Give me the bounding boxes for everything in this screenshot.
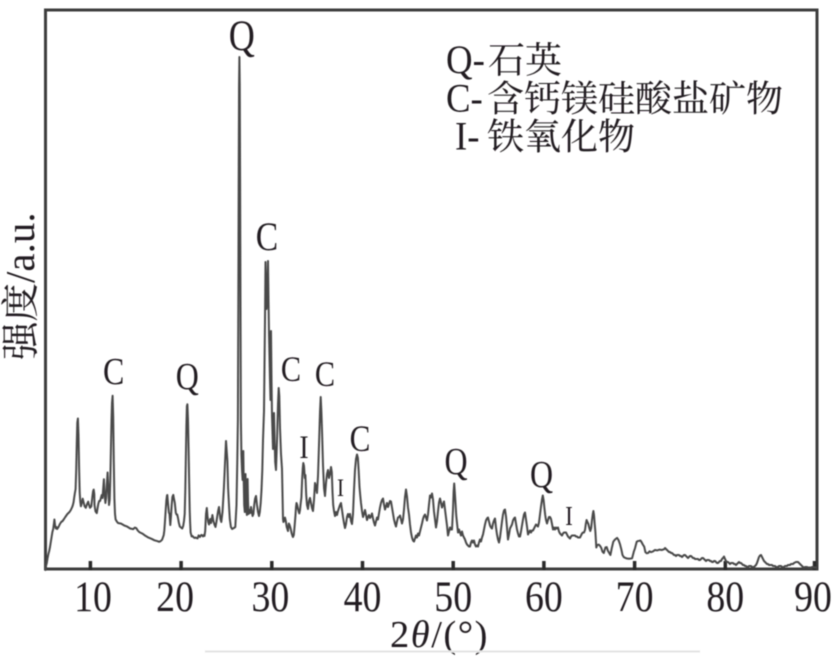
svg-text:Q: Q (530, 453, 553, 495)
svg-text:/a.u.: /a.u. (0, 212, 43, 283)
svg-text:90: 90 (794, 573, 832, 621)
svg-text:C: C (350, 420, 371, 460)
svg-text:C: C (315, 355, 335, 395)
svg-text:C: C (256, 214, 278, 258)
svg-text:70: 70 (616, 573, 654, 621)
svg-text:Q: Q (444, 440, 467, 482)
svg-text:I: I (299, 429, 308, 466)
svg-text:10: 10 (74, 573, 112, 621)
svg-text:C: C (103, 350, 124, 392)
svg-text:Q: Q (176, 355, 199, 397)
svg-text:30: 30 (251, 573, 289, 621)
svg-text:I-: I- (455, 115, 480, 159)
svg-text:I: I (565, 502, 573, 531)
svg-text:40: 40 (344, 573, 382, 621)
svg-text:60: 60 (525, 573, 563, 621)
svg-text:50: 50 (434, 573, 472, 621)
svg-text:C: C (281, 350, 301, 390)
svg-text:Q: Q (229, 12, 255, 60)
svg-text:Q-: Q- (446, 39, 485, 83)
svg-text:C-: C- (446, 77, 483, 121)
svg-text:80: 80 (706, 573, 744, 621)
svg-text:20: 20 (156, 573, 194, 621)
svg-text:2θ/(°): 2θ/(°) (390, 614, 489, 656)
svg-text:I: I (337, 473, 344, 501)
